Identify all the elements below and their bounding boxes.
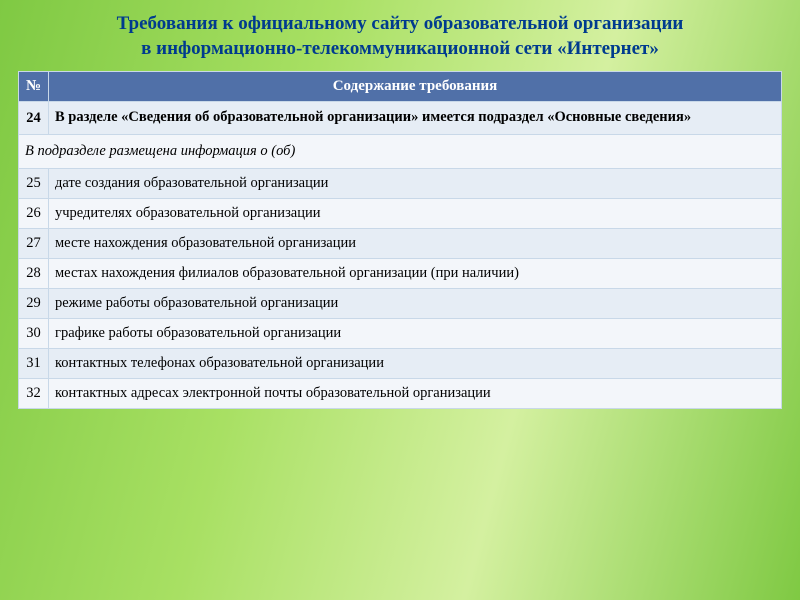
subhead-row: В подразделе размещена информация о (об): [19, 134, 782, 168]
row-number: 30: [19, 318, 49, 348]
row-number: 27: [19, 228, 49, 258]
slide-title: Требования к официальному сайту образова…: [18, 12, 782, 61]
table-row: 31 контактных телефонах образовательной …: [19, 348, 782, 378]
header-number: №: [19, 72, 49, 102]
header-content: Содержание требования: [49, 72, 782, 102]
table-row: 28 местах нахождения филиалов образовате…: [19, 258, 782, 288]
row-text: дате создания образовательной организаци…: [49, 168, 782, 198]
table-row: 30 графике работы образовательной органи…: [19, 318, 782, 348]
row-number: 31: [19, 348, 49, 378]
title-line-2: в информационно-телекоммуникационной сет…: [141, 38, 659, 59]
table-row: 32 контактных адресах электронной почты …: [19, 378, 782, 408]
row-text: контактных телефонах образовательной орг…: [49, 348, 782, 378]
row-text: графике работы образовательной организац…: [49, 318, 782, 348]
row-text: режиме работы образовательной организаци…: [49, 288, 782, 318]
row-text: контактных адресах электронной почты обр…: [49, 378, 782, 408]
table-row: 26 учредителях образовательной организац…: [19, 198, 782, 228]
row-number: 32: [19, 378, 49, 408]
slide: Требования к официальному сайту образова…: [0, 0, 800, 600]
section-text: В разделе «Сведения об образовательной о…: [49, 102, 782, 135]
table-row: 27 месте нахождения образовательной орга…: [19, 228, 782, 258]
section-number: 24: [19, 102, 49, 135]
row-number: 28: [19, 258, 49, 288]
title-line-1: Требования к официальному сайту образова…: [117, 13, 684, 34]
row-text: местах нахождения филиалов образовательн…: [49, 258, 782, 288]
row-number: 25: [19, 168, 49, 198]
row-number: 26: [19, 198, 49, 228]
row-text: учредителях образовательной организации: [49, 198, 782, 228]
requirements-table: № Содержание требования 24 В разделе «Св…: [18, 71, 782, 409]
table-header-row: № Содержание требования: [19, 72, 782, 102]
row-number: 29: [19, 288, 49, 318]
subhead-text: В подразделе размещена информация о (об): [19, 134, 782, 168]
table-row: 25 дате создания образовательной организ…: [19, 168, 782, 198]
row-text: месте нахождения образовательной организ…: [49, 228, 782, 258]
section-row: 24 В разделе «Сведения об образовательно…: [19, 102, 782, 135]
table-row: 29 режиме работы образовательной организ…: [19, 288, 782, 318]
